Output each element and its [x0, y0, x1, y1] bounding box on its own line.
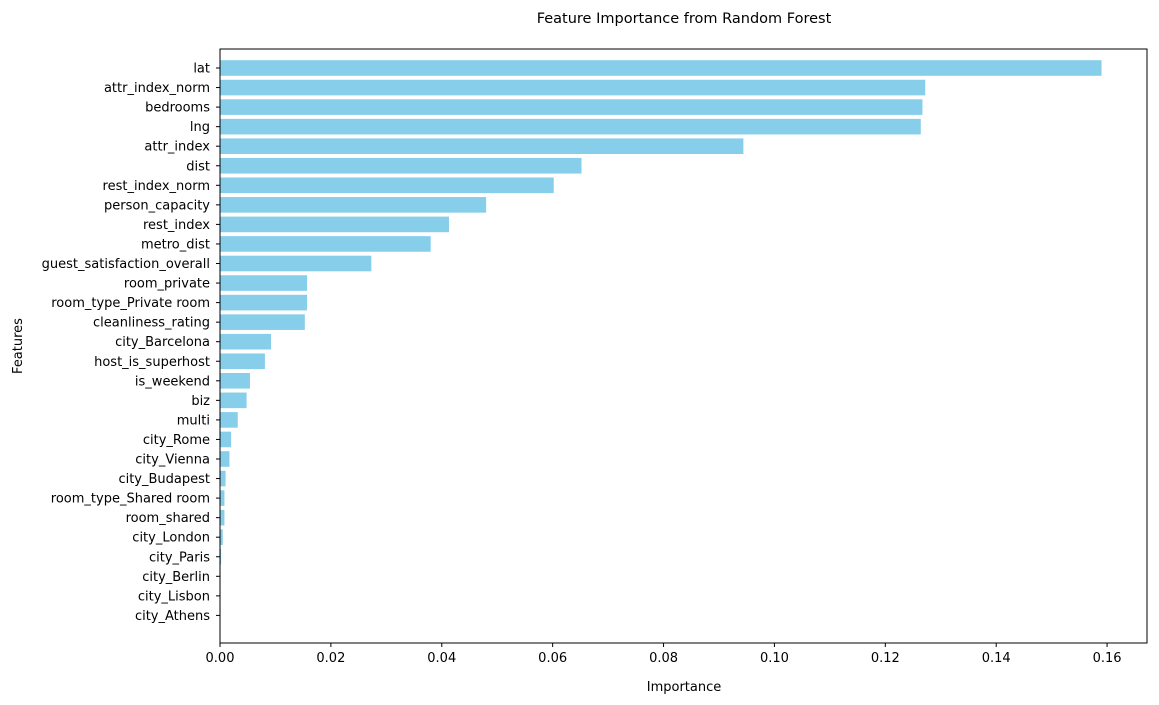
x-tick-label: 0.02 — [316, 651, 345, 666]
y-tick-label: city_Berlin — [142, 570, 210, 585]
x-tick-label: 0.14 — [982, 651, 1011, 666]
y-tick-label: attr_index — [144, 140, 210, 155]
y-tick-label: multi — [177, 413, 210, 428]
y-tick-label: room_type_Private room — [51, 296, 210, 311]
bar-lat — [220, 60, 1102, 76]
y-tick-label: room_private — [124, 277, 210, 292]
bar-lng — [220, 118, 921, 135]
bar-city-barcelona — [220, 333, 272, 350]
y-tick-label: attr_index_norm — [104, 81, 210, 96]
bar-city-rome — [220, 431, 232, 448]
bar-room-type-private-room — [220, 294, 308, 311]
y-tick-label: rest_index_norm — [103, 179, 210, 194]
y-tick-label: city_Vienna — [135, 453, 210, 468]
y-tick-label: is_weekend — [135, 374, 210, 389]
bar-is-weekend — [220, 373, 250, 389]
plot-frame — [219, 48, 1148, 644]
bar-attr-index — [220, 138, 744, 154]
bar-room-private — [220, 275, 308, 291]
y-tick-label: person_capacity — [104, 198, 210, 213]
x-tick-label: 0.04 — [427, 651, 456, 666]
y-tick-label: rest_index — [143, 218, 210, 233]
y-tick-label: city_Barcelona — [115, 335, 210, 350]
y-tick-label: host_is_superhost — [94, 355, 210, 370]
y-tick-label: city_Rome — [143, 433, 210, 448]
y-tick-label: city_Athens — [135, 609, 210, 624]
chart-title: Feature Importance from Random Forest — [537, 11, 832, 27]
x-tick-label: 0.06 — [538, 651, 567, 666]
x-tick-label: 0.16 — [1093, 651, 1122, 666]
bar-city-london — [220, 529, 223, 545]
bar-cleanliness-rating — [220, 314, 305, 330]
x-tick-label: 0.12 — [871, 651, 900, 666]
y-tick-label: city_London — [132, 531, 210, 546]
bar-attr-index-norm — [220, 79, 926, 96]
bar-city-vienna — [220, 451, 230, 467]
y-tick-label: city_Paris — [149, 550, 210, 565]
bar-room-shared — [220, 509, 225, 526]
y-tick-labels: lat attr_index_norm bedrooms lng attr_indexd… — [42, 62, 220, 624]
y-tick-label: dist — [186, 159, 210, 174]
y-axis-label: Features — [11, 318, 26, 374]
y-tick-label: city_Lisbon — [138, 589, 210, 604]
y-tick-label: guest_satisfaction_overall — [42, 257, 210, 272]
bar-metro-dist — [220, 236, 431, 252]
y-tick-label: bedrooms — [145, 101, 210, 116]
x-tick-label: 0.00 — [206, 651, 235, 666]
x-axis-label: Importance — [647, 680, 722, 695]
x-tick-label: 0.10 — [760, 651, 789, 666]
y-tick-label: city_Budapest — [118, 472, 210, 487]
bar-host-is-superhost — [220, 353, 265, 370]
bar-bedrooms — [220, 99, 923, 115]
bars-layer — [220, 60, 1102, 624]
y-tick-label: lng — [190, 120, 210, 135]
bar-room-type-shared-room — [220, 490, 225, 506]
y-tick-label: cleanliness_rating — [93, 316, 210, 331]
y-tick-label: biz — [191, 394, 210, 409]
y-tick-label: room_shared — [126, 511, 210, 526]
bar-guest-satisfaction-overall — [220, 255, 372, 272]
y-tick-label: room_type_Shared room — [51, 492, 210, 507]
bar-city-paris — [220, 548, 222, 565]
y-tick-label: lat — [193, 62, 210, 77]
y-tick-label: metro_dist — [141, 237, 210, 252]
bar-rest-index-norm — [220, 177, 554, 194]
x-tick-label: 0.08 — [649, 651, 678, 666]
bar-person-capacity — [220, 197, 487, 213]
bar-dist — [220, 157, 582, 174]
bar-rest-index — [220, 216, 449, 233]
bar-multi — [220, 412, 238, 428]
bar-city-budapest — [220, 470, 226, 487]
x-tick-labels: 0.00 0.02 0.04 0.06 0.08 0.10 0.12 0.14 0.16 — [206, 643, 1122, 666]
bar-biz — [220, 392, 247, 409]
